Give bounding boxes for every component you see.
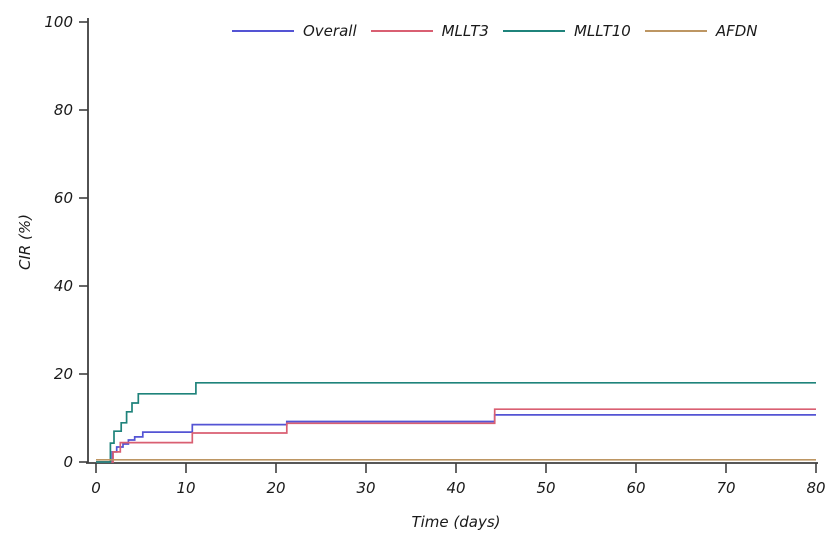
series-line-overall — [96, 414, 816, 463]
legend-swatch-afdn — [644, 30, 707, 32]
x-tick-label: 80 — [806, 479, 825, 497]
legend-item-afdn: AFDN — [644, 22, 758, 40]
legend-item-mllt10: MLLT10 — [502, 22, 631, 40]
series-line-mllt3 — [96, 408, 816, 463]
x-tick-label: 60 — [626, 479, 645, 497]
y-tick-label: 100 — [44, 13, 73, 31]
legend-label: MLLT10 — [573, 22, 631, 40]
legend-label: Overall — [303, 22, 357, 40]
x-tick-label: 70 — [716, 479, 735, 497]
legend-item-overall: Overall — [232, 22, 357, 40]
legend-swatch-mllt10 — [502, 30, 565, 32]
legend: Overall MLLT3 MLLT10 AFDN — [232, 22, 758, 40]
legend-swatch-mllt3 — [370, 30, 433, 32]
series-line-mllt10 — [96, 381, 816, 463]
y-tick-label: 20 — [54, 365, 73, 383]
x-tick-label: 30 — [356, 479, 375, 497]
x-tick-label: 10 — [176, 479, 195, 497]
y-tick-label: 60 — [54, 189, 73, 207]
y-axis-label: CIR (%) — [16, 214, 34, 270]
x-axis-label: Time (days) — [411, 513, 500, 531]
legend-label: MLLT3 — [441, 22, 489, 40]
legend-label: AFDN — [715, 22, 758, 40]
x-tick-label: 0 — [91, 479, 101, 497]
y-tick-label: 0 — [63, 453, 73, 471]
x-tick-label: 40 — [446, 479, 465, 497]
x-tick-label: 20 — [266, 479, 285, 497]
legend-swatch-overall — [232, 30, 294, 32]
y-tick-label: 40 — [54, 277, 73, 295]
y-tick-label: 80 — [54, 101, 73, 119]
x-tick-label: 50 — [536, 479, 555, 497]
legend-item-mllt3: MLLT3 — [370, 22, 489, 40]
